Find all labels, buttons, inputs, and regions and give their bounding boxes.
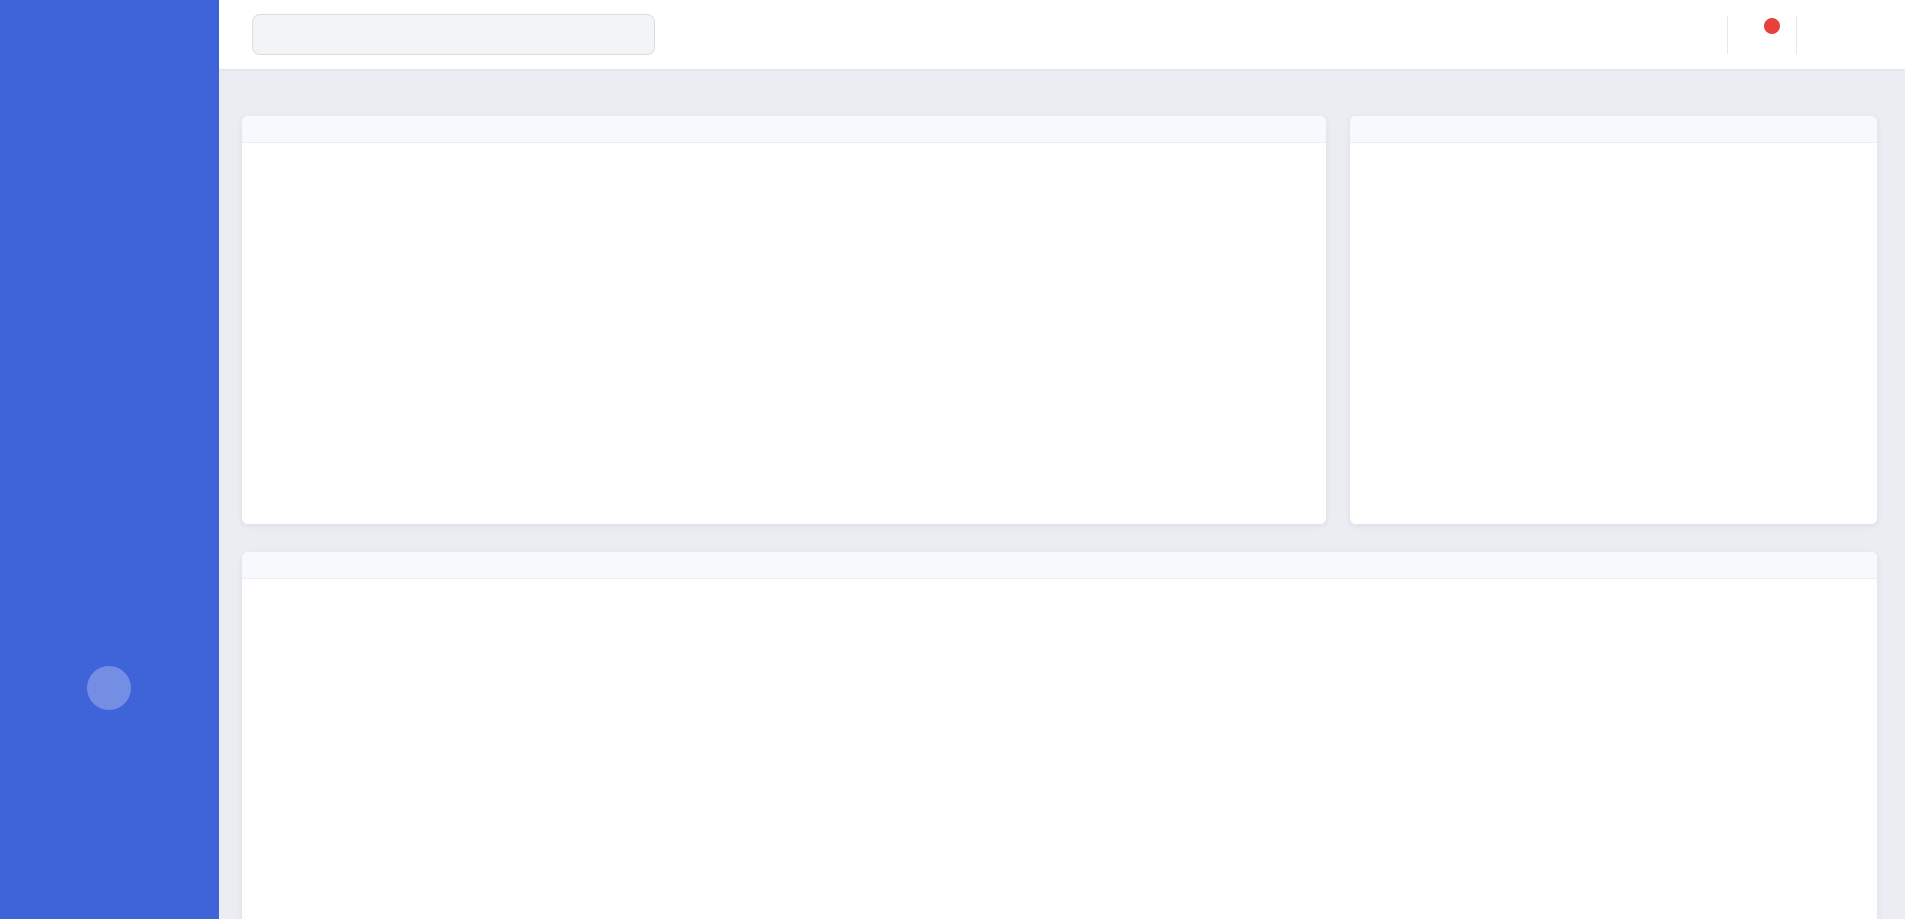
mais-vendidos-card xyxy=(1350,116,1877,524)
company-select[interactable] xyxy=(252,14,655,55)
logo xyxy=(0,0,219,58)
sidebar-nav xyxy=(0,58,219,86)
card-header xyxy=(242,116,1326,143)
avatar[interactable] xyxy=(1839,15,1879,55)
receitas-despesas-chart xyxy=(242,579,1877,919)
topbar-actions xyxy=(1715,13,1879,57)
sidebar-collapse-button[interactable] xyxy=(87,666,131,710)
ticket-medio-chart xyxy=(242,143,1326,510)
charts-row xyxy=(242,116,1877,524)
card-header xyxy=(242,552,1877,579)
topbar xyxy=(219,0,1905,69)
notifications-button[interactable] xyxy=(1740,13,1784,57)
main-area xyxy=(219,0,1905,919)
topbar-divider xyxy=(1727,15,1728,54)
donut-chart xyxy=(1350,143,1877,400)
select-stepper-icon xyxy=(625,26,642,43)
topbar-divider xyxy=(1796,15,1797,54)
card-header xyxy=(1350,116,1877,143)
receitas-despesas-card xyxy=(242,552,1877,919)
content xyxy=(219,69,1905,919)
notification-badge xyxy=(1764,17,1780,34)
sidebar xyxy=(0,0,219,919)
ticket-medio-card xyxy=(242,116,1326,524)
